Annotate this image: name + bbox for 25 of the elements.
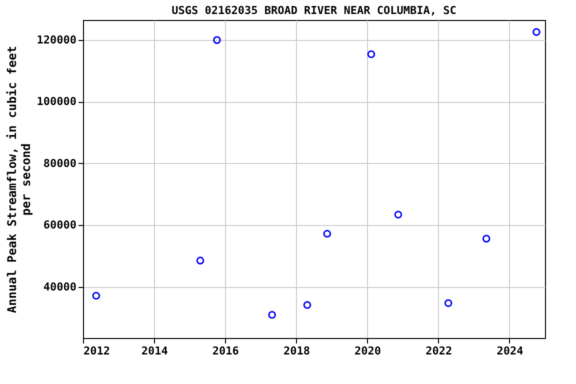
y-tick-label: 80000 — [43, 156, 76, 170]
y-tick-label: 40000 — [43, 280, 76, 294]
y-axis-title: Annual Peak Streamflow, in cubic feet per second — [4, 46, 33, 314]
y-tick-label: 120000 — [36, 34, 76, 47]
point — [532, 28, 540, 36]
chart-title: USGS 02162035 BROAD RIVER NEAR COLUMBIA, SC — [172, 4, 456, 17]
x-tick-label: 2014 — [141, 344, 168, 358]
y-tick-label: 100000 — [36, 95, 76, 108]
x-tick-label: 2012 — [84, 344, 110, 358]
point — [303, 301, 312, 309]
point — [367, 50, 376, 58]
x-tick-label: 2020 — [354, 344, 382, 358]
point — [196, 256, 204, 264]
point — [92, 292, 100, 300]
point — [394, 210, 402, 219]
x-tick-label: 2018 — [283, 344, 310, 358]
y-tick-label: 60000 — [43, 218, 76, 232]
point — [444, 299, 452, 308]
point — [323, 230, 332, 238]
x-tick-label: 2022 — [426, 344, 452, 358]
point — [268, 310, 276, 319]
x-tick-label: 2016 — [212, 344, 240, 358]
point — [213, 36, 221, 44]
x-tick-label: 2024 — [496, 344, 524, 358]
point — [482, 234, 490, 243]
